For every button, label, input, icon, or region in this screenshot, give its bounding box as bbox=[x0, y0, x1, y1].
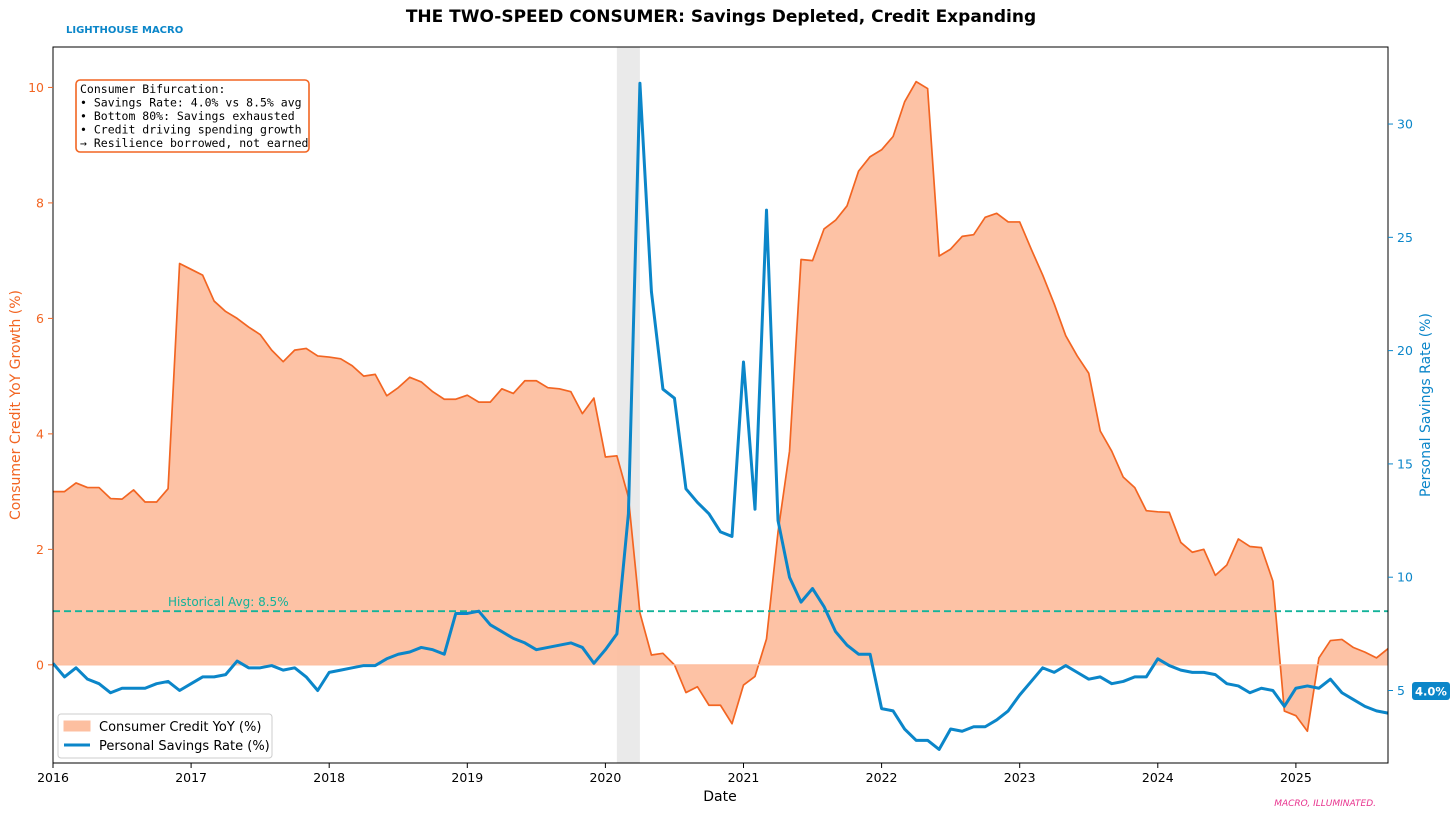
legend-frame bbox=[57, 713, 273, 759]
annotation-line: • Credit driving spending growth bbox=[80, 123, 302, 137]
x-tick-label: 2022 bbox=[866, 770, 898, 785]
x-tick-label: 2025 bbox=[1280, 770, 1312, 785]
legend: Consumer Credit YoY (%) Personal Savings… bbox=[57, 713, 273, 759]
savings-line-layer bbox=[51, 81, 1389, 751]
y-right-tick-label: 15 bbox=[1397, 456, 1413, 471]
x-tick-label: 2017 bbox=[175, 770, 207, 785]
x-axis-label: Date bbox=[703, 789, 736, 805]
x-tick-label: 2021 bbox=[728, 770, 760, 785]
y-axis-right: 5 10 15 20 25 30 bbox=[1388, 117, 1413, 698]
footer-tagline: MACRO, ILLUMINATED. bbox=[1274, 799, 1376, 809]
brand-label: LIGHTHOUSE MACRO bbox=[66, 25, 183, 36]
chart-title: THE TWO-SPEED CONSUMER: Savings Depleted… bbox=[406, 7, 1036, 27]
y-axis-left: 0 2 4 6 8 10 bbox=[28, 80, 53, 672]
y-left-tick-label: 10 bbox=[28, 80, 44, 95]
annotation-frame bbox=[75, 79, 310, 153]
x-axis: 2016 2017 2018 2019 2020 2021 2022 2023 2024 2025 bbox=[37, 763, 1312, 785]
y-left-tick-label: 6 bbox=[36, 311, 44, 326]
annotation-line: • Savings Rate: 4.0% vs 8.5% avg bbox=[80, 96, 302, 110]
y-left-tick-label: 8 bbox=[36, 195, 44, 210]
x-tick-label: 2018 bbox=[313, 770, 345, 785]
end-value-badge-bg bbox=[1412, 682, 1450, 700]
end-value-badge-text: 4.0% bbox=[1415, 685, 1447, 699]
savings-series-line bbox=[51, 81, 1389, 751]
credit-series-line bbox=[53, 80, 1389, 733]
y-axis-right-label: Personal Savings Rate (%) bbox=[1418, 313, 1434, 497]
y-left-tick-label: 4 bbox=[36, 426, 44, 441]
y-right-tick-label: 10 bbox=[1397, 570, 1413, 585]
x-tick-label: 2016 bbox=[37, 770, 69, 785]
y-left-tick-label: 2 bbox=[36, 542, 44, 557]
x-tick-label: 2024 bbox=[1142, 770, 1174, 785]
credit-area-layer bbox=[53, 80, 1389, 733]
annotation-line: • Bottom 80%: Savings exhausted bbox=[80, 109, 295, 123]
x-tick-label: 2023 bbox=[1004, 770, 1036, 785]
annotation-box: Consumer Bifurcation: • Savings Rate: 4.… bbox=[75, 79, 310, 153]
y-right-tick-label: 25 bbox=[1397, 230, 1413, 245]
legend-swatch-credit bbox=[63, 720, 91, 732]
end-value-badge: 4.0% bbox=[1412, 682, 1450, 700]
legend-label-credit: Consumer Credit YoY (%) bbox=[99, 720, 261, 735]
plot-frame bbox=[52, 46, 1389, 764]
y-right-tick-label: 5 bbox=[1397, 683, 1405, 698]
legend-label-savings: Personal Savings Rate (%) bbox=[99, 739, 270, 754]
y-axis-left-label: Consumer Credit YoY Growth (%) bbox=[8, 290, 24, 520]
historical-avg-label: Historical Avg: 8.5% bbox=[168, 595, 289, 609]
y-right-tick-label: 20 bbox=[1397, 343, 1413, 358]
y-right-tick-label: 30 bbox=[1397, 117, 1413, 132]
x-tick-label: 2019 bbox=[451, 770, 483, 785]
annotation-line: Consumer Bifurcation: bbox=[80, 82, 225, 96]
historical-avg-layer: Historical Avg: 8.5% bbox=[53, 595, 1388, 613]
credit-area-fill bbox=[53, 81, 1388, 732]
y-left-tick-label: 0 bbox=[36, 657, 44, 672]
annotation-line: → Resilience borrowed, not earned bbox=[80, 136, 308, 150]
x-tick-label: 2020 bbox=[589, 770, 621, 785]
